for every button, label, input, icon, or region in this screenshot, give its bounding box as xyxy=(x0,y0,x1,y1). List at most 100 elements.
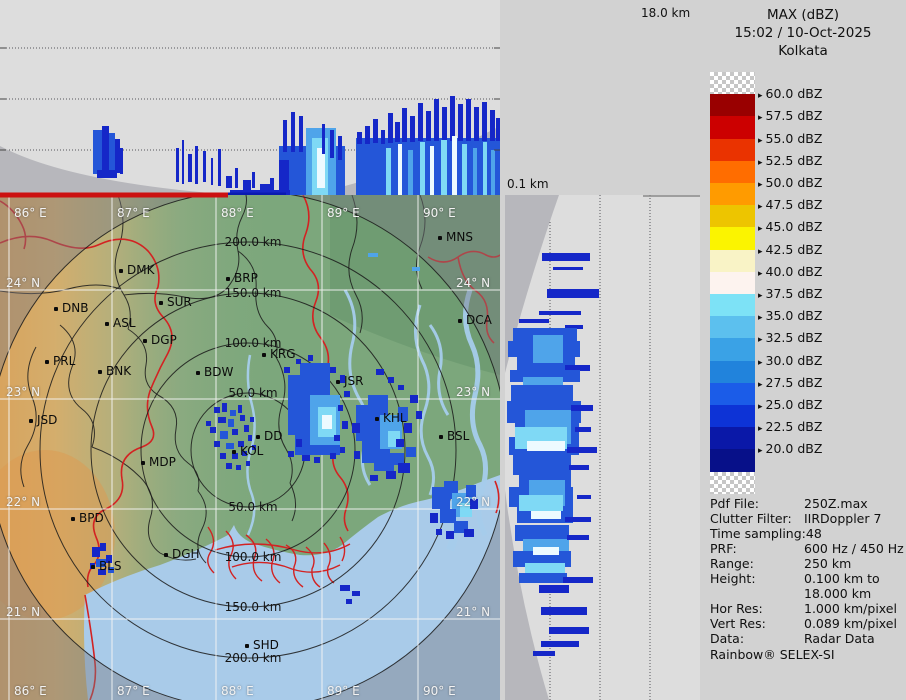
echo-cell xyxy=(203,151,206,182)
city-label: BDW xyxy=(204,365,234,379)
echo-cell xyxy=(541,607,587,615)
top-echo-columns xyxy=(93,96,500,195)
dbz-scale-label: ▸ 32.5 dBZ xyxy=(758,330,822,346)
echo-cell xyxy=(519,319,549,323)
delta-coast-contours xyxy=(207,526,351,588)
echo-cell xyxy=(410,395,418,403)
tick-marker-icon: ▸ xyxy=(758,402,763,412)
range-ring-label: 150.0 km xyxy=(224,286,282,300)
software-brand: Rainbow® SELEX-SI xyxy=(710,647,835,662)
dbz-scale-label: ▸ 45.0 dBZ xyxy=(758,219,822,235)
product-title: MAX (dBZ) 15:02 / 10-Oct-2025 Kolkata xyxy=(700,6,906,60)
range-ring-label: 150.0 km xyxy=(224,600,282,614)
echo-cell xyxy=(302,455,310,461)
dbz-swatch xyxy=(710,294,755,317)
echo-cell xyxy=(232,429,238,435)
longitude-label: 88° E xyxy=(221,206,254,220)
city-marker xyxy=(143,339,147,343)
info-label: Data: xyxy=(710,631,745,646)
dbz-color-scale: ▸ 60.0 dBZ ▸ 57.5 dBZ ▸ 55.0 dBZ ▸ 52.5 dBZ ▸ 50.… xyxy=(700,72,906,502)
dbz-value: 40.0 dBZ xyxy=(765,263,823,279)
height-axis-min-label: 0.1 km xyxy=(507,177,549,191)
dbz-scale-label: ▸ 50.0 dBZ xyxy=(758,175,822,191)
dbz-value: 45.0 dBZ xyxy=(765,219,823,235)
precipitation-echoes xyxy=(90,253,478,604)
city-label: DMK xyxy=(127,263,155,277)
echo-cell xyxy=(434,99,439,141)
info-label: Height: xyxy=(710,571,756,586)
dbz-scale-label: ▸ 47.5 dBZ xyxy=(758,197,822,213)
dbz-swatch xyxy=(710,271,755,295)
echo-cell xyxy=(450,96,455,141)
dbz-swatch xyxy=(710,138,755,162)
dbz-scale-label: ▸ 57.5 dBZ xyxy=(758,108,822,124)
dbz-scale-label: ▸ 22.5 dBZ xyxy=(758,419,822,435)
echo-cell xyxy=(376,369,384,375)
echo-cell xyxy=(334,435,340,441)
echo-cell xyxy=(553,267,583,270)
dbz-value: 47.5 dBZ xyxy=(765,197,823,213)
tick-marker-icon: ▸ xyxy=(758,313,763,324)
latitude-label: 23° N xyxy=(6,385,41,399)
echo-cell xyxy=(182,140,184,184)
info-row: Range: 250 km xyxy=(710,556,902,571)
info-row: 18.000 km xyxy=(710,586,902,601)
dbz-swatch xyxy=(710,72,755,95)
dbz-swatch xyxy=(710,382,755,406)
echo-cell xyxy=(226,176,232,188)
tick-marker-icon: ▸ xyxy=(758,379,763,390)
dbz-value: 52.5 dBZ xyxy=(765,152,823,168)
city-marker xyxy=(439,435,443,439)
echo-cell xyxy=(296,439,302,447)
dbz-swatch xyxy=(710,116,755,140)
echo-cell xyxy=(195,146,198,184)
city-label: DNB xyxy=(62,301,89,315)
echo-cell xyxy=(342,421,348,429)
echo-cell xyxy=(408,150,413,195)
city-label: DGP xyxy=(151,333,177,347)
echo-cell xyxy=(531,511,561,519)
dbz-value: 22.5 dBZ xyxy=(765,419,823,435)
echo-cell xyxy=(418,103,423,141)
info-row: Vert Res: 0.089 km/pixel xyxy=(710,616,902,631)
height-axis-max-label: 18.0 km xyxy=(641,6,691,20)
echo-cell xyxy=(93,130,102,174)
info-label xyxy=(710,586,804,601)
latitude-label: 22° N xyxy=(456,495,491,509)
echo-cell xyxy=(314,457,320,463)
echo-cell xyxy=(533,547,559,555)
echo-cell xyxy=(547,289,599,298)
city-marker xyxy=(91,565,95,569)
echo-cell xyxy=(206,421,211,426)
echo-cell xyxy=(120,148,123,174)
echo-cell xyxy=(388,377,394,383)
echo-cell xyxy=(340,447,345,453)
city-marker xyxy=(98,370,102,374)
echo-cell xyxy=(246,461,250,466)
echo-cell xyxy=(100,543,106,551)
range-ring xyxy=(39,241,457,659)
latitude-label: 24° N xyxy=(456,276,491,290)
dbz-value: 37.5 dBZ xyxy=(765,286,823,301)
echo-cell xyxy=(442,107,447,141)
dbz-swatch xyxy=(710,183,755,206)
echo-cell xyxy=(577,495,591,499)
echo-cell xyxy=(226,463,232,469)
info-label: Hor Res: xyxy=(710,601,763,616)
tick-marker-icon: ▸ xyxy=(758,424,763,435)
echo-cell xyxy=(462,144,467,195)
range-ring-label: 50.0 km xyxy=(228,386,278,400)
echo-cell xyxy=(242,451,247,456)
info-value: 600 Hz / 450 Hz xyxy=(804,541,904,556)
echo-cell xyxy=(525,563,565,575)
side-projection-canvas xyxy=(505,195,700,700)
city-label: ASL xyxy=(113,316,136,330)
echo-cell xyxy=(108,567,114,573)
product-timestamp: 15:02 / 10-Oct-2025 xyxy=(734,25,872,41)
dbz-scale-label: ▸ 42.5 dBZ xyxy=(758,242,822,258)
dbz-value: 25.0 dBZ xyxy=(765,397,823,412)
info-value: 0.100 km to xyxy=(804,571,880,586)
echo-cell xyxy=(96,559,106,567)
echo-cell xyxy=(523,377,563,385)
